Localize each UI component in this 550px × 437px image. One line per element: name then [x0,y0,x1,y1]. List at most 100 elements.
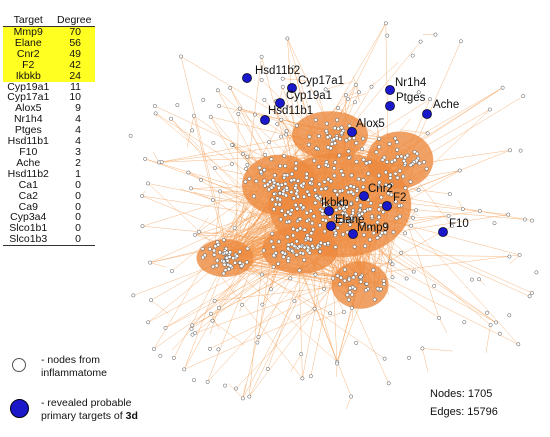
network-node [507,254,512,259]
network-node [189,327,194,331]
network-node [349,189,354,194]
network-node [289,190,294,195]
network-node [322,286,327,291]
network-node [262,178,267,183]
network-node [388,172,393,177]
network-node [287,219,292,224]
network-node [366,224,371,229]
target-cell: Slco1b1 [9,222,48,235]
target-label: Ikbkb [321,197,349,209]
network-node [243,179,248,184]
network-node [310,221,315,226]
network-node [259,272,264,277]
network-node [286,210,291,214]
network-node [346,297,351,302]
network-node [302,194,307,199]
target-cell: Elane [3,38,54,49]
network-node [308,374,313,379]
network-node [252,194,256,199]
network-node [348,222,353,227]
network-node [297,244,302,249]
network-node [313,117,318,122]
target-cell: Cnr2 [3,48,54,60]
network-node [315,196,320,200]
network-node [361,178,366,183]
network-node [280,250,285,255]
network-node [462,320,467,325]
network-node [260,302,265,307]
network-node [319,187,324,192]
network-node [362,209,367,214]
network-node [407,355,411,360]
target-node-f2: F2 [382,192,406,211]
network-node [293,166,298,171]
blue-node-icon [10,399,29,418]
target-cell: Ptges [14,124,42,137]
network-node [375,235,380,240]
network-node [529,290,534,295]
degree-table: Target Degree Mmp9 70 Elane 56 Cnr2 49 F2 42 Ikb… [3,14,95,247]
network-node [234,386,238,391]
network-node [353,82,358,87]
network-node [425,131,430,136]
network-node [387,141,392,146]
network-node [348,290,352,295]
network-node [305,189,310,194]
network-node [394,216,399,221]
network-node [335,361,340,366]
network-node [302,257,307,262]
network-node [281,255,286,259]
network-node [410,53,415,58]
network-node [369,84,374,89]
network-node [334,208,339,213]
network-node [304,210,309,215]
target-label: Elane [335,214,364,226]
network-node [271,207,276,212]
network-node [304,172,309,176]
network-node [213,244,218,249]
degree-cell: 0 [75,211,81,224]
network-node [205,379,210,384]
network-node [487,107,492,112]
target-label: Nr1h4 [395,77,427,89]
network-node [295,194,300,199]
target-node-nr1h4: Nr1h4 [385,77,427,95]
network-node [386,191,391,196]
table-row: Nr1h4 4 [3,114,95,125]
degree-cell: 0 [75,178,81,191]
network-node [271,245,276,250]
network-node [347,277,352,282]
network-node [446,213,451,218]
network-node [376,184,381,188]
degree-cell: 70 [53,26,95,38]
network-node [428,97,433,102]
network-node [229,142,234,147]
network-node [293,203,298,207]
network-node [349,173,354,178]
network-node [326,145,331,150]
network-node [262,97,267,102]
network-node [228,263,233,268]
network-node [367,160,372,165]
network-node [212,252,217,257]
network-node [361,136,366,141]
network-node [395,154,400,159]
network-node [388,259,393,264]
network-node [226,267,231,271]
network-node [300,376,305,381]
network-node [290,248,295,253]
network-node [342,267,347,272]
network-node [186,170,191,175]
network-node [361,232,366,237]
network-node [353,272,358,276]
network-node [516,342,521,347]
target-label: Ache [433,99,459,111]
network-node [358,279,363,284]
network-node [341,173,345,177]
network-node [357,90,361,95]
network-node [458,39,463,44]
network-node [326,177,331,182]
network-node [339,130,344,135]
network-node [190,128,195,133]
target-node-cyp17a1: Cyp17a1 [287,75,344,93]
